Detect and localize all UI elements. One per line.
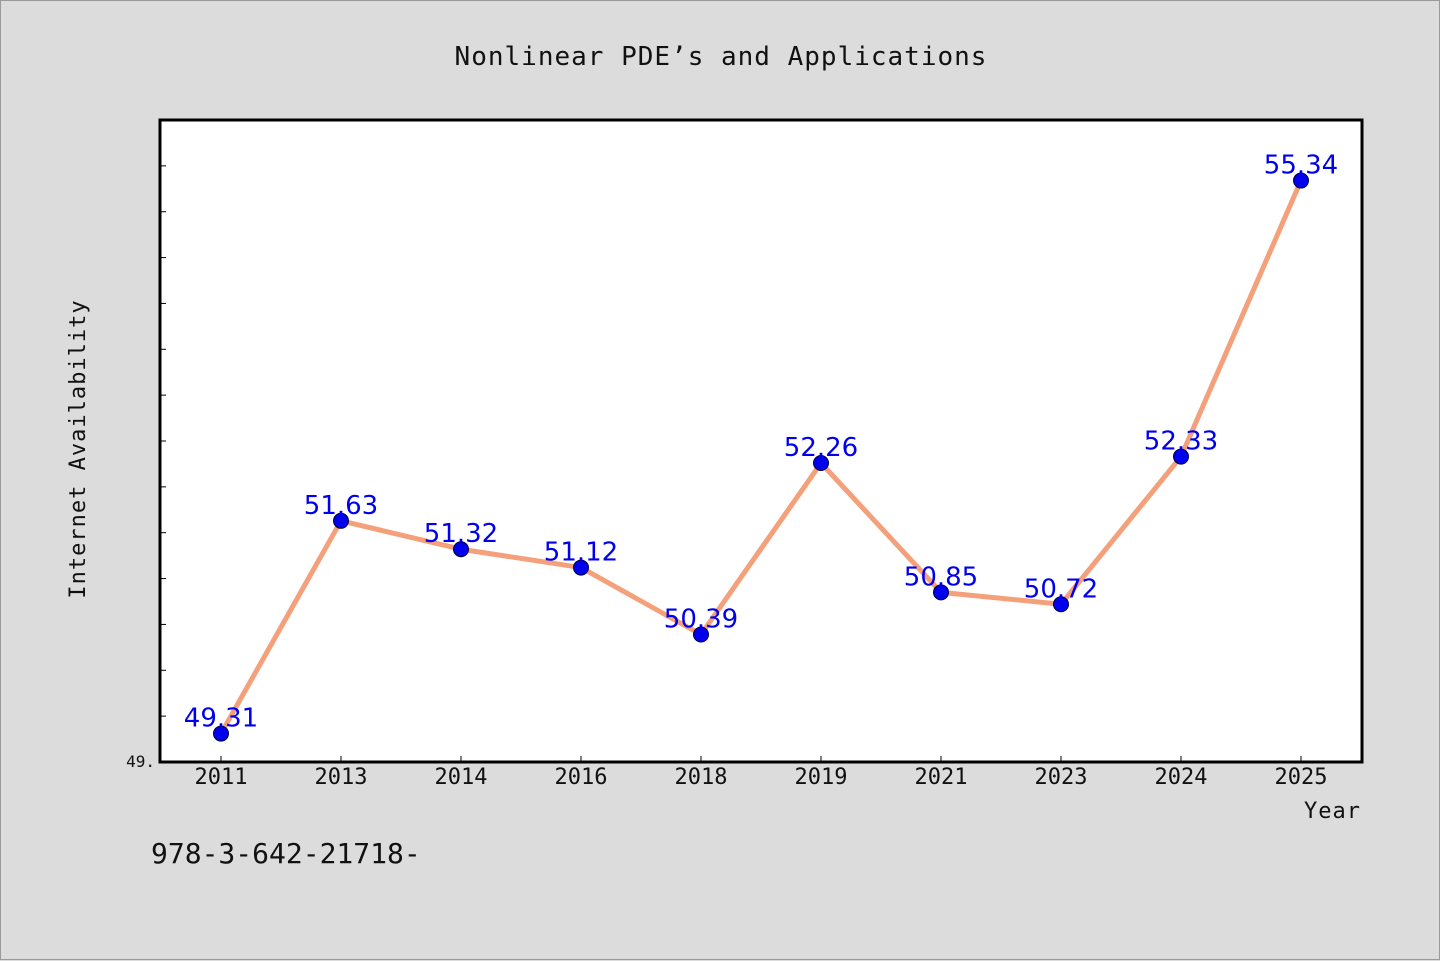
x-tick-label: 2019	[795, 765, 848, 790]
x-tick-label: 2025	[1275, 765, 1328, 790]
data-label: 52.33	[1144, 427, 1218, 457]
x-axis-label: Year	[1304, 799, 1361, 824]
x-tick-label: 2016	[555, 765, 608, 790]
y-axis-label: Internet Availability	[66, 299, 91, 598]
data-point	[453, 541, 469, 558]
x-tick-label: 2014	[435, 765, 488, 790]
x-tick-label: 2013	[315, 765, 368, 790]
x-axis-ticks: 2011 2013 2014 2016 2018 2019 2021 2023 2024 2025	[195, 756, 1328, 790]
chart-title: Nonlinear PDE’s and Applications	[455, 42, 988, 72]
data-label: 50.85	[904, 562, 978, 592]
x-tick-label: 2024	[1155, 765, 1208, 790]
data-label: 49.31	[184, 704, 258, 734]
x-tick-label: 2011	[195, 765, 248, 790]
x-tick-label: 2018	[675, 765, 728, 790]
data-label: 51.12	[544, 538, 618, 568]
data-label: 55.34	[1264, 151, 1338, 181]
plot-area	[158, 118, 1364, 764]
data-point	[1173, 448, 1189, 465]
x-tick-label: 2021	[915, 765, 968, 790]
series-layer: 49.31 51.63 51.32 51.12 50.39 52.26 50.85 50.72…	[184, 151, 1338, 742]
y-min-label: 49.	[126, 752, 155, 771]
data-point	[1053, 596, 1069, 613]
data-point	[573, 559, 589, 576]
data-label: 51.63	[304, 491, 378, 521]
data-point	[933, 584, 949, 601]
data-point	[333, 512, 349, 529]
data-label: 52.26	[784, 433, 858, 463]
data-label: 50.39	[664, 605, 738, 635]
y-axis-ticks	[160, 119, 166, 763]
data-point	[693, 626, 709, 643]
data-point	[213, 725, 229, 742]
data-label: 51.32	[424, 519, 498, 549]
data-label: 50.72	[1024, 574, 1098, 604]
data-point	[813, 455, 829, 472]
series-line	[218, 178, 1304, 737]
footer-text: 978-3-642-21718-	[151, 837, 421, 870]
data-point	[1293, 172, 1309, 189]
x-tick-label: 2023	[1035, 765, 1088, 790]
